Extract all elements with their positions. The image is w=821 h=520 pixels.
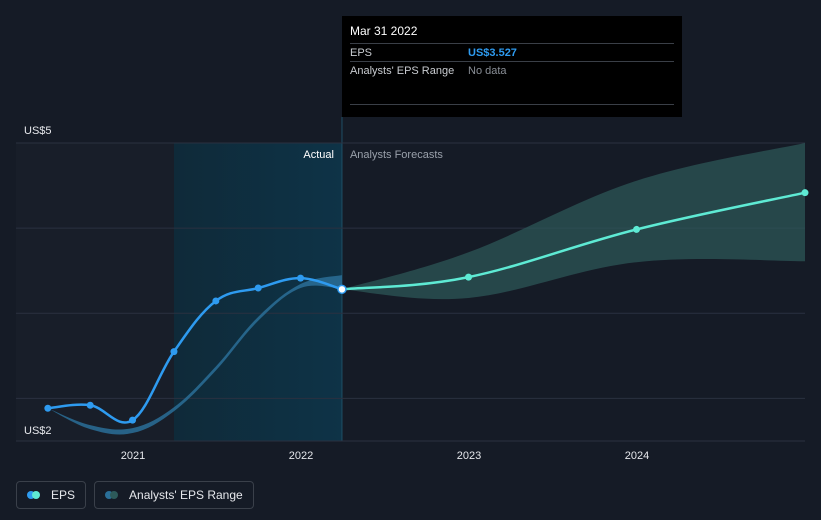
eps-point	[212, 297, 220, 305]
eps-forecast-point	[801, 189, 809, 197]
eps-point	[129, 416, 137, 424]
eps-point	[86, 401, 94, 409]
eps-line	[47, 276, 343, 424]
eps-point	[254, 284, 262, 292]
tooltip-divider	[350, 79, 674, 105]
x-tick-label: 2021	[121, 450, 145, 462]
eps-point	[44, 404, 52, 412]
y-axis-top-label: US$5	[24, 125, 52, 137]
highlight-period	[174, 143, 342, 441]
eps-forecast-point	[633, 225, 641, 233]
legend-item-range[interactable]: Analysts' EPS Range	[94, 481, 254, 509]
eps-forecast-swatch-dot	[32, 491, 40, 499]
range-forecast-swatch-dot	[110, 491, 119, 499]
x-tick-label: 2022	[289, 450, 313, 462]
eps-point	[170, 348, 178, 356]
tooltip-range-row: Analysts' EPS Range No data	[350, 61, 674, 79]
eps-point	[337, 284, 347, 295]
tooltip-range-value: No data	[468, 64, 507, 77]
y-axis-bottom-label: US$2	[24, 425, 52, 437]
tooltip: Mar 31 2022 EPS US$3.527 Analysts' EPS R…	[342, 16, 682, 117]
tooltip-eps-value: US$3.527	[468, 46, 517, 59]
tooltip-range-label: Analysts' EPS Range	[350, 64, 455, 77]
eps-forecast-point	[465, 273, 473, 281]
x-tick-label: 2024	[625, 450, 649, 462]
eps-swatch-dot	[27, 491, 35, 499]
tooltip-eps-label: EPS	[350, 46, 373, 59]
tooltip-eps-row: EPS US$3.527	[350, 43, 674, 61]
region-label-forecast: Analysts Forecasts	[350, 149, 443, 161]
x-tick-label: 2023	[457, 450, 481, 462]
analyst-range-forecast	[341, 143, 805, 300]
legend: EPS Analysts' EPS Range	[16, 481, 254, 509]
range-swatch-icon	[105, 491, 121, 499]
range-swatch-dot	[105, 491, 114, 499]
eps-swatch-icon	[27, 491, 43, 499]
legend-item-eps[interactable]: EPS	[16, 481, 87, 509]
eps-point	[297, 274, 305, 282]
past-shading	[16, 143, 174, 441]
legend-label-eps: EPS	[51, 488, 76, 502]
tooltip-date: Mar 31 2022	[350, 24, 418, 38]
region-label-actual: Actual	[303, 149, 334, 161]
eps-forecast-line	[341, 191, 806, 291]
legend-label-range: Analysts' EPS Range	[129, 488, 243, 502]
